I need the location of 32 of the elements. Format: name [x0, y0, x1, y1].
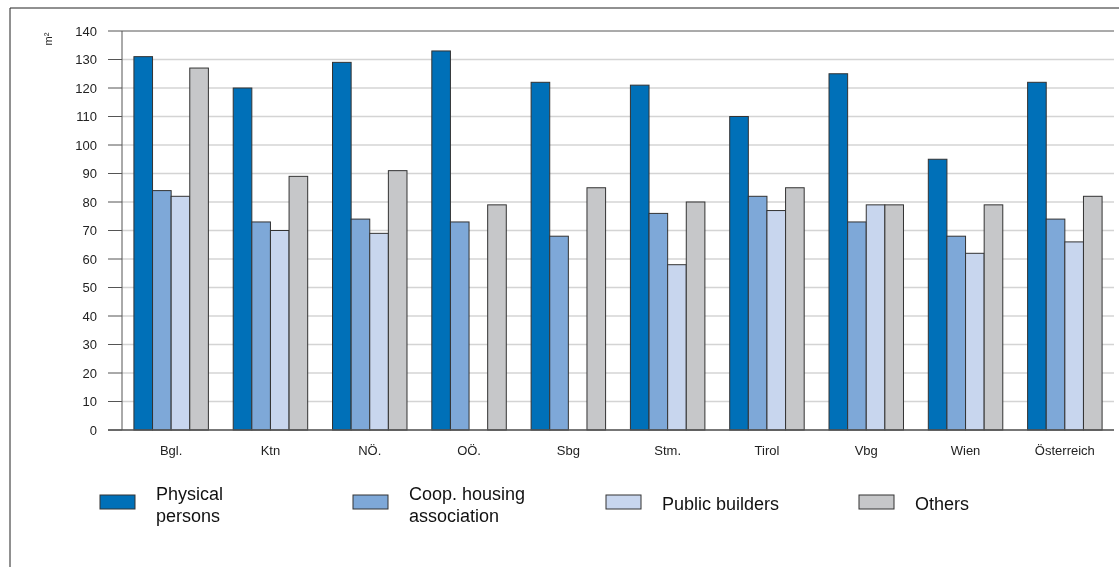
y-tick-label: 70: [82, 223, 97, 239]
x-tick-label: OÖ.: [457, 443, 481, 458]
x-tick-label: Stm.: [654, 443, 682, 458]
x-tick-label: Österreich: [1034, 443, 1095, 458]
legend-label: Physical persons: [156, 484, 224, 526]
y-tick-label: 50: [82, 280, 97, 296]
legend-label: Others: [915, 494, 970, 514]
x-tick-label: Tirol: [754, 443, 780, 458]
y-tick-label: 60: [82, 251, 97, 267]
bar: [586, 187, 607, 431]
y-tick-label: 110: [76, 109, 97, 125]
x-tick-label: Ktn: [260, 443, 281, 458]
x-tick-label: Wien: [950, 443, 981, 458]
legend-label: Coop. housing association: [409, 484, 526, 526]
y-tick-label: 40: [82, 308, 97, 324]
legend-label: Public builders: [662, 494, 780, 514]
y-tick-label: 120: [75, 80, 97, 96]
y-tick-label: 90: [82, 166, 97, 182]
y-tick-label: 80: [82, 194, 97, 210]
bar: [487, 204, 507, 431]
y-tick-label: 100: [75, 137, 97, 153]
y-tick-label: 30: [82, 337, 97, 353]
x-tick-label: NÖ.: [358, 443, 382, 458]
x-tick-label: Sbg: [556, 443, 580, 458]
y-axis-title: m²: [42, 32, 54, 46]
y-tick-label: 20: [82, 365, 97, 381]
x-tick-label: Bgl.: [159, 443, 183, 458]
x-tick-label: Vbg: [854, 443, 878, 458]
y-tick-label: 0: [89, 422, 97, 438]
y-tick-label: 140: [75, 23, 97, 39]
y-tick-label: 10: [82, 394, 97, 410]
y-tick-label: 130: [75, 52, 97, 68]
